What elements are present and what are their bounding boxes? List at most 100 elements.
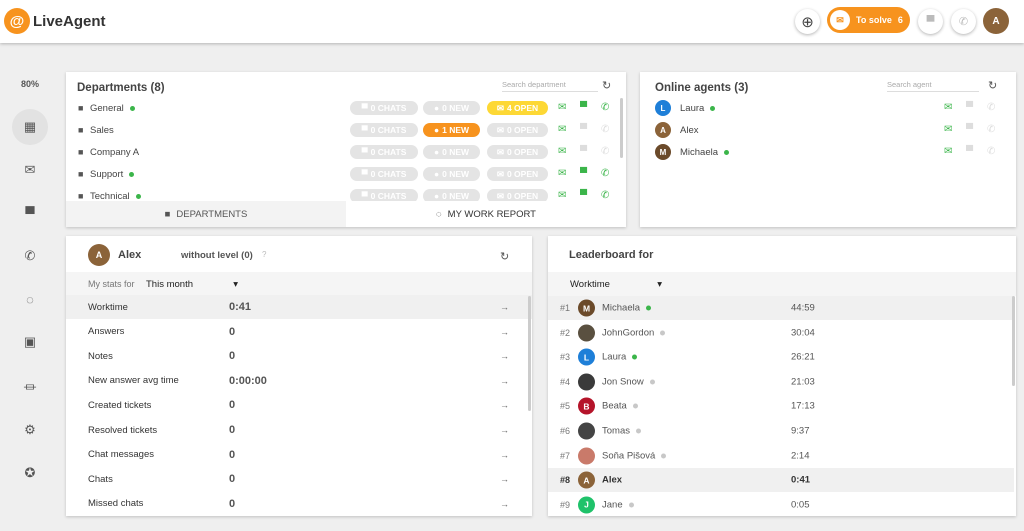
period-select[interactable]: This month ▾: [146, 279, 238, 290]
chats-chip[interactable]: ▀ 0 CHATS: [350, 101, 418, 115]
sidebar-item-settings[interactable]: ⚙: [12, 412, 48, 448]
sidebar-item-dashboard[interactable]: ▦: [12, 109, 48, 145]
stat-row[interactable]: New answer avg time 0:00:00 →: [66, 369, 532, 393]
arrow-right-icon[interactable]: →: [500, 425, 509, 435]
chat-icon[interactable]: ▀: [580, 190, 588, 201]
stat-row[interactable]: Created tickets 0 →: [66, 393, 532, 417]
stat-row[interactable]: Chats 0 →: [66, 467, 532, 491]
envelope-icon[interactable]: ✉: [558, 124, 567, 135]
leaderboard-row[interactable]: #5 B Beata 17:13: [548, 394, 1014, 418]
chats-chip[interactable]: ▀ 0 CHATS: [350, 167, 418, 181]
stat-row[interactable]: Notes 0 →: [66, 344, 532, 368]
phone-icon[interactable]: ✆: [601, 124, 610, 135]
logo[interactable]: @ LiveAgent: [4, 8, 106, 34]
sidebar-item-knowledgebase[interactable]: ⏛: [12, 368, 48, 404]
chat-icon[interactable]: ▀: [966, 146, 974, 157]
scrollbar[interactable]: [528, 296, 531, 411]
help-icon[interactable]: ?: [262, 250, 267, 259]
leaderboard-row[interactable]: #9 J Jane 0:05: [548, 493, 1014, 516]
leaderboard-row[interactable]: #3 L Laura 26:21: [548, 345, 1014, 369]
department-row[interactable]: ■ General: [78, 99, 618, 117]
new-chip[interactable]: ● 1 NEW: [423, 123, 480, 137]
chat-button[interactable]: ▀: [918, 9, 943, 34]
department-row[interactable]: ■ Technical: [78, 187, 618, 205]
arrow-right-icon[interactable]: →: [500, 302, 509, 312]
chats-chip[interactable]: ▀ 0 CHATS: [350, 189, 418, 203]
phone-icon[interactable]: ✆: [601, 190, 610, 201]
stat-row[interactable]: Resolved tickets 0 →: [66, 418, 532, 442]
sidebar-item-phone[interactable]: ✆: [12, 238, 48, 274]
user-avatar[interactable]: A: [983, 8, 1009, 34]
metric-select[interactable]: Worktime ▾: [570, 279, 662, 290]
stat-row[interactable]: Worktime 0:41 →: [66, 295, 532, 319]
envelope-icon[interactable]: ✉: [944, 146, 953, 157]
stat-row[interactable]: Answers 0 →: [66, 320, 532, 344]
envelope-icon[interactable]: ✉: [944, 124, 953, 135]
sidebar-item-chat[interactable]: ▀: [12, 195, 48, 231]
chats-chip[interactable]: ▀ 0 CHATS: [350, 123, 418, 137]
chat-icon[interactable]: ▀: [580, 102, 588, 113]
sidebar-item-star[interactable]: ✪: [12, 455, 48, 491]
leaderboard-row[interactable]: #2 JohnGordon 30:04: [548, 321, 1014, 345]
phone-icon[interactable]: ✆: [601, 146, 610, 157]
refresh-icon[interactable]: ↻: [988, 80, 998, 92]
arrow-right-icon[interactable]: →: [500, 474, 509, 485]
department-row[interactable]: ■ Support: [78, 165, 618, 183]
chat-icon[interactable]: ▀: [966, 102, 974, 113]
to-solve-button[interactable]: ✉ To solve 6: [827, 7, 910, 33]
search-department-input[interactable]: Search department: [502, 80, 598, 92]
new-chip[interactable]: ● 0 NEW: [423, 167, 480, 181]
chat-icon[interactable]: ▀: [580, 124, 588, 135]
envelope-icon[interactable]: ✉: [558, 146, 567, 157]
phone-icon[interactable]: ✆: [987, 146, 996, 157]
tab-my-work-report[interactable]: ◌ MY WORK REPORT: [346, 201, 626, 227]
stat-row[interactable]: Chat messages 0 →: [66, 443, 532, 467]
scrollbar[interactable]: [1012, 296, 1015, 386]
new-chip[interactable]: ● 0 NEW: [423, 189, 480, 203]
leaderboard-row[interactable]: #1 M Michaela 44:59: [548, 296, 1014, 320]
search-agent-input[interactable]: Search agent: [887, 80, 979, 92]
sidebar-item-envelope[interactable]: ✉: [12, 152, 48, 188]
arrow-right-icon[interactable]: →: [500, 400, 509, 411]
leaderboard-row[interactable]: #4 Jon Snow 21:03: [548, 370, 1014, 394]
agent-row[interactable]: M Michaela: [655, 143, 730, 161]
stat-row[interactable]: Missed chats 0 →: [66, 492, 532, 516]
envelope-icon[interactable]: ✉: [558, 102, 567, 113]
scrollbar[interactable]: [620, 98, 623, 158]
arrow-right-icon[interactable]: →: [500, 351, 509, 362]
refresh-icon[interactable]: ↻: [500, 251, 510, 263]
phone-icon[interactable]: ✆: [601, 102, 610, 113]
arrow-right-icon[interactable]: →: [500, 375, 509, 386]
arrow-right-icon[interactable]: →: [500, 326, 509, 337]
refresh-icon[interactable]: ↻: [602, 80, 612, 92]
call-button[interactable]: ✆: [951, 9, 976, 34]
department-row[interactable]: ■ Sales: [78, 121, 618, 139]
chat-icon[interactable]: ▀: [966, 124, 974, 135]
open-chip[interactable]: ✉ 4 OPEN: [487, 101, 548, 115]
open-chip[interactable]: ✉ 0 OPEN: [487, 145, 548, 159]
add-button[interactable]: ⊕: [795, 9, 820, 34]
leaderboard-row[interactable]: #8 A Alex 0:41: [548, 468, 1014, 493]
envelope-icon[interactable]: ✉: [944, 102, 953, 113]
phone-icon[interactable]: ✆: [601, 168, 610, 179]
chats-chip[interactable]: ▀ 0 CHATS: [350, 145, 418, 159]
arrow-right-icon[interactable]: →: [500, 498, 509, 509]
arrow-right-icon[interactable]: →: [500, 449, 509, 460]
new-chip[interactable]: ● 0 NEW: [423, 145, 480, 159]
phone-icon[interactable]: ✆: [987, 102, 996, 113]
sidebar-item-contacts[interactable]: ▣: [12, 324, 48, 360]
open-chip[interactable]: ✉ 0 OPEN: [487, 167, 548, 181]
envelope-icon[interactable]: ✉: [558, 190, 567, 201]
sidebar-item-reports[interactable]: ◌: [12, 281, 48, 317]
tab-departments[interactable]: ■ DEPARTMENTS: [66, 201, 346, 227]
new-chip[interactable]: ● 0 NEW: [423, 101, 480, 115]
agent-row[interactable]: A Alex: [655, 121, 698, 139]
leaderboard-row[interactable]: #7 Soňa Pišová 2:14: [548, 444, 1014, 468]
leaderboard-row[interactable]: #6 Tomas 9:37: [548, 419, 1014, 443]
agent-row[interactable]: L Laura: [655, 99, 716, 117]
envelope-icon[interactable]: ✉: [558, 168, 567, 179]
open-chip[interactable]: ✉ 0 OPEN: [487, 189, 548, 203]
chat-icon[interactable]: ▀: [580, 168, 588, 179]
open-chip[interactable]: ✉ 0 OPEN: [487, 123, 548, 137]
chat-icon[interactable]: ▀: [580, 146, 588, 157]
